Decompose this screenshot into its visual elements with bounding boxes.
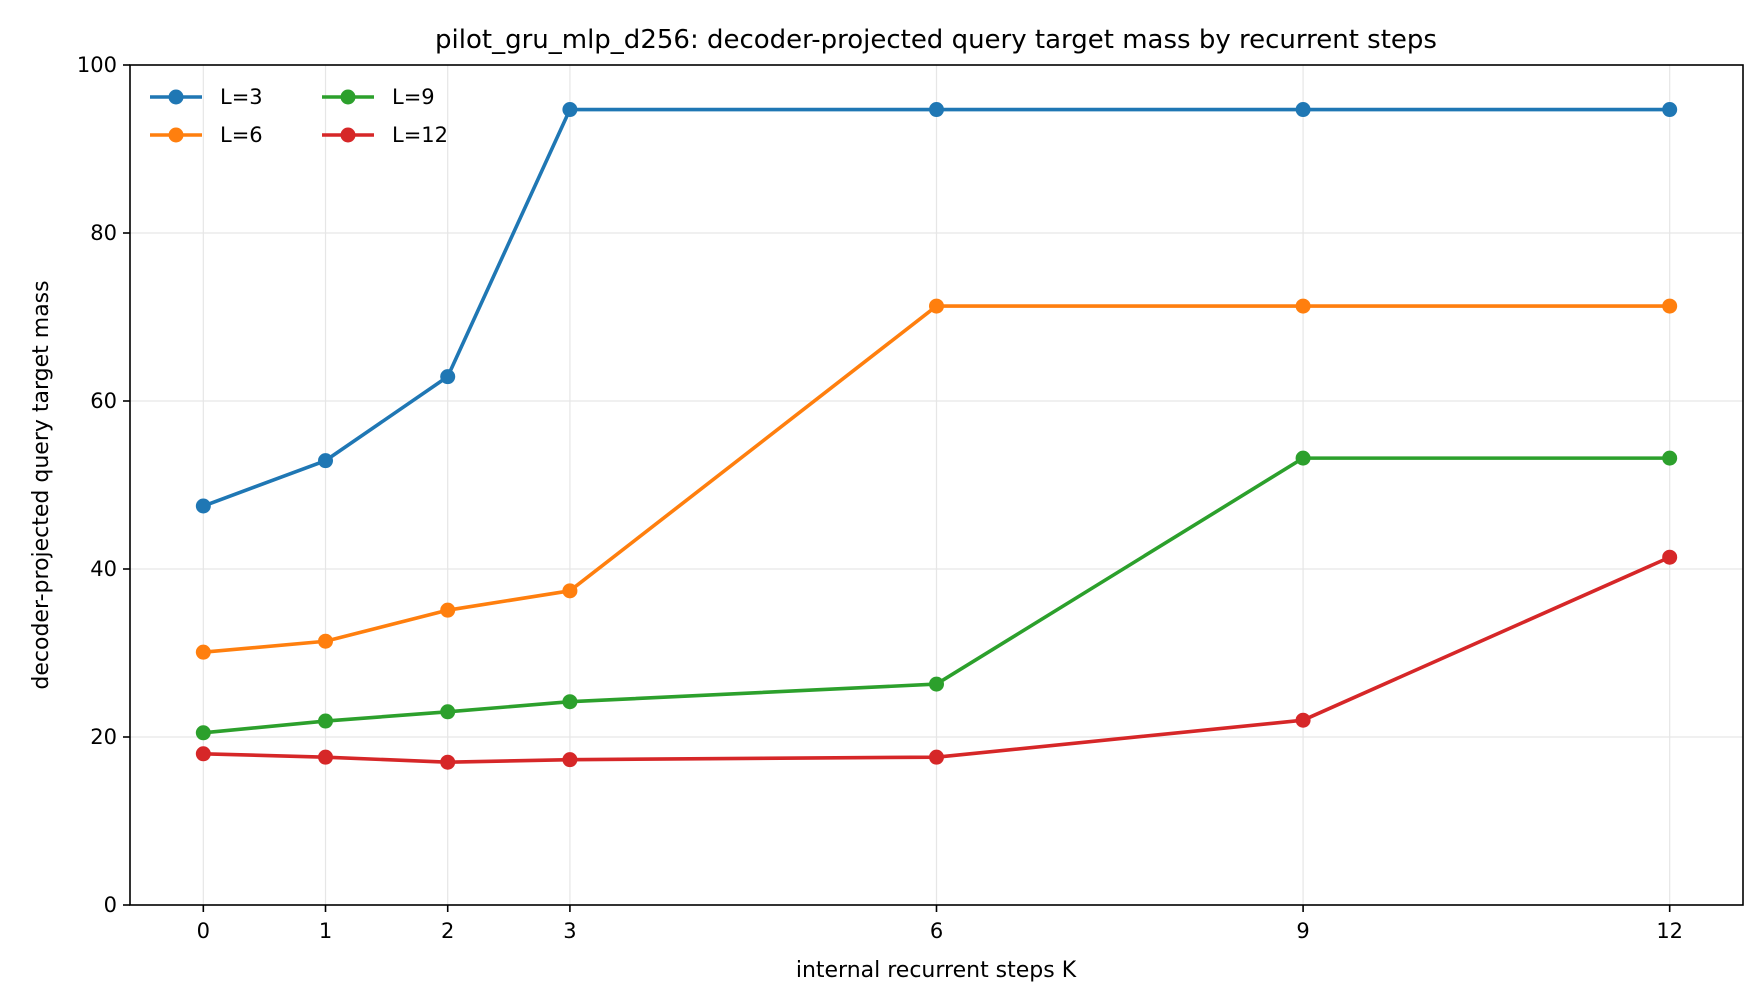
data-point xyxy=(562,752,578,768)
data-point xyxy=(562,583,578,599)
legend-item: L=3 xyxy=(150,85,263,109)
x-tick-label: 6 xyxy=(930,919,943,943)
legend: L=3 L=6 L=9 L=12 xyxy=(150,85,448,147)
data-point xyxy=(929,676,944,692)
y-tick-label: 20 xyxy=(90,725,117,749)
y-tick-label: 60 xyxy=(90,389,117,413)
legend-swatch-marker xyxy=(168,89,184,105)
legend-label: L=6 xyxy=(220,123,263,147)
data-point xyxy=(195,498,211,514)
series xyxy=(195,450,1678,741)
legend-swatch-marker xyxy=(340,127,356,143)
data-point xyxy=(1662,549,1678,565)
data-point xyxy=(318,633,334,649)
data-point xyxy=(929,749,944,765)
x-axis-title: internal recurrent steps K xyxy=(796,958,1077,983)
data-point xyxy=(318,713,334,729)
y-axis: 0 20 40 60 80 100 xyxy=(77,53,130,917)
data-point xyxy=(195,644,211,660)
data-point xyxy=(440,704,456,720)
data-point xyxy=(440,754,456,770)
legend-label: L=9 xyxy=(392,85,435,109)
y-tick-label: 80 xyxy=(90,221,117,245)
data-point xyxy=(1295,102,1311,118)
series-layer xyxy=(195,102,1678,770)
data-point xyxy=(1662,298,1678,314)
data-point xyxy=(440,369,456,385)
legend-label: L=3 xyxy=(220,85,263,109)
x-tick-label: 1 xyxy=(319,919,332,943)
y-tick-label: 40 xyxy=(90,557,117,581)
legend-swatch-marker xyxy=(340,89,356,105)
x-axis: 0 1 2 3 6 9 12 xyxy=(197,905,1683,943)
data-point xyxy=(1295,712,1311,728)
legend-label: L=12 xyxy=(392,123,448,147)
series xyxy=(195,549,1678,770)
data-point xyxy=(929,102,944,118)
legend-item: L=9 xyxy=(322,85,435,109)
data-point xyxy=(562,102,578,118)
x-tick-label: 9 xyxy=(1296,919,1309,943)
data-point xyxy=(1662,102,1678,118)
series xyxy=(195,102,1678,514)
data-point xyxy=(562,694,578,710)
data-point xyxy=(318,749,334,765)
data-point xyxy=(195,725,211,741)
legend-swatch-marker xyxy=(168,127,184,143)
data-point xyxy=(1662,450,1678,466)
data-point xyxy=(440,602,456,618)
chart-title: pilot_gru_mlp_d256: decoder-projected qu… xyxy=(435,25,1437,55)
y-tick-label: 100 xyxy=(77,53,117,77)
x-tick-label: 12 xyxy=(1656,919,1683,943)
legend-item: L=12 xyxy=(322,123,448,147)
data-point xyxy=(318,453,334,469)
x-tick-label: 2 xyxy=(441,919,454,943)
x-tick-label: 0 xyxy=(197,919,210,943)
y-tick-label: 0 xyxy=(104,893,117,917)
data-point xyxy=(1295,298,1311,314)
legend-item: L=6 xyxy=(150,123,263,147)
data-point xyxy=(195,746,211,762)
grid xyxy=(130,64,1743,906)
data-point xyxy=(929,298,944,314)
series xyxy=(195,298,1678,660)
x-tick-label: 3 xyxy=(563,919,576,943)
data-point xyxy=(1295,450,1311,466)
y-axis-title: decoder-projected query target mass xyxy=(29,280,54,689)
